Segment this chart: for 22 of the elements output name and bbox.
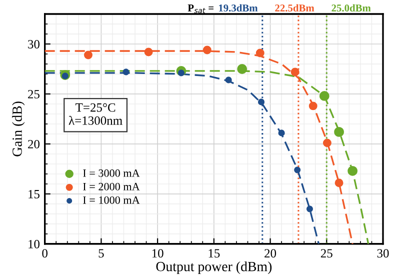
- x-tick-label: 5: [98, 249, 104, 258]
- y-tick-label: 25: [28, 90, 40, 98]
- x-tick-label: 30: [377, 249, 389, 258]
- x-tick-label: 25: [320, 249, 332, 258]
- x-tick-label: 10: [152, 249, 164, 258]
- x-tick-label: 15: [208, 249, 220, 258]
- y-tick-label: 10: [28, 240, 40, 248]
- ref-line-label: 25.0dBm: [332, 4, 371, 12]
- ref-line-label: 22.5dBm: [275, 4, 314, 12]
- y-axis-title: Gain (dB): [12, 102, 25, 156]
- legend-label: I = 3000 mA: [83, 169, 140, 177]
- x-tick-label: 0: [42, 249, 48, 258]
- x-tick-label: 20: [264, 249, 276, 258]
- y-tick-label: 15: [28, 190, 40, 198]
- y-tick-label: 30: [28, 40, 40, 48]
- annotation: T=25°C λ=1300nm: [68, 103, 122, 125]
- ref-line-label: 19.3dBm: [218, 4, 258, 12]
- legend-label: I = 2000 mA: [83, 182, 140, 190]
- y-tick-label: 20: [28, 140, 40, 148]
- legend-label: I = 1000 mA: [83, 196, 140, 204]
- text: P$_{sat}$ =: [188, 4, 214, 14]
- x-axis-title: Output power (dBm): [156, 261, 272, 274]
